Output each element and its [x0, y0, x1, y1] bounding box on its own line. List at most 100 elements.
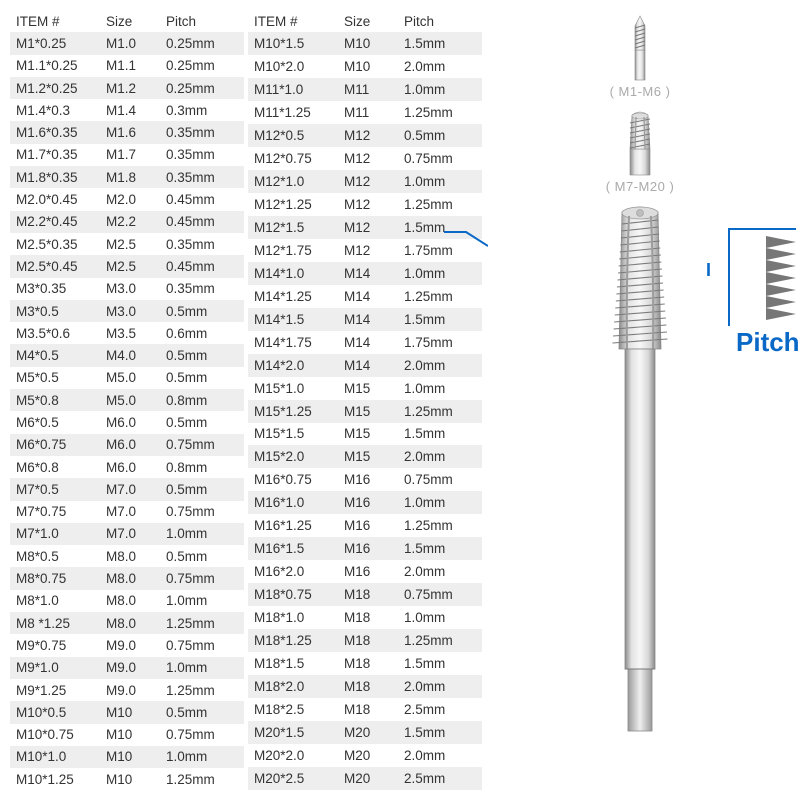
- tap-large-label: ( M7-M20 ): [606, 179, 675, 194]
- cell-size: M11: [338, 78, 398, 101]
- spec-table-left: ITEM # Size Pitch M1*0.25M1.00.25mmM1.1*…: [10, 10, 244, 790]
- cell-pitch: 1.25mm: [398, 193, 482, 216]
- cell-pitch: 1.0mm: [398, 377, 482, 400]
- cell-pitch: 0.75mm: [160, 434, 244, 456]
- table-row: M20*1.5M201.5mm: [248, 721, 482, 744]
- cell-item: M3*0.35: [10, 278, 100, 300]
- cell-size: M15: [338, 445, 398, 468]
- table-row: M1.7*0.35M1.70.35mm: [10, 144, 244, 166]
- tap-full-icon: [595, 204, 685, 744]
- cell-pitch: 0.45mm: [160, 211, 244, 233]
- cell-pitch: 0.8mm: [160, 389, 244, 411]
- cell-pitch: 0.5mm: [160, 344, 244, 366]
- cell-size: M8.0: [100, 545, 160, 567]
- table-row: M8*1.0M8.01.0mm: [10, 590, 244, 612]
- cell-size: M4.0: [100, 344, 160, 366]
- table-row: M3*0.35M3.00.35mm: [10, 278, 244, 300]
- table-row: M11*1.0M111.0mm: [248, 78, 482, 101]
- cell-size: M3.0: [100, 300, 160, 322]
- cell-pitch: 0.45mm: [160, 255, 244, 277]
- cell-item: M2.5*0.45: [10, 255, 100, 277]
- cell-item: M16*1.5: [248, 537, 338, 560]
- cell-size: M14: [338, 285, 398, 308]
- cell-pitch: 1.0mm: [398, 78, 482, 101]
- cell-pitch: 0.75mm: [160, 501, 244, 523]
- cell-size: M1.7: [100, 144, 160, 166]
- table-row: M9*0.75M9.00.75mm: [10, 634, 244, 656]
- cell-item: M12*1.5: [248, 216, 338, 239]
- table-row: M15*1.25M151.25mm: [248, 400, 482, 423]
- table-row: M14*1.75M141.75mm: [248, 331, 482, 354]
- table-row: M6*0.8M6.00.8mm: [10, 456, 244, 478]
- cell-item: M10*1.5: [248, 32, 338, 55]
- spec-tables: ITEM # Size Pitch M1*0.25M1.00.25mmM1.1*…: [0, 0, 488, 800]
- tap-thumb-small: ( M1-M6 ): [488, 12, 792, 99]
- cell-item: M11*1.0: [248, 78, 338, 101]
- cell-size: M8.0: [100, 567, 160, 589]
- tap-large-icon: [608, 109, 672, 177]
- cell-size: M10: [100, 746, 160, 768]
- cell-pitch: 1.25mm: [160, 612, 244, 634]
- table-row: M1*0.25M1.00.25mm: [10, 32, 244, 54]
- cell-pitch: 0.3mm: [160, 99, 244, 121]
- table-row: M10*1.25M101.25mm: [10, 768, 244, 790]
- table-row: M18*1.0M181.0mm: [248, 606, 482, 629]
- table-row: M14*1.5M141.5mm: [248, 308, 482, 331]
- cell-item: M8*0.75: [10, 567, 100, 589]
- cell-size: M20: [338, 721, 398, 744]
- cell-size: M16: [338, 537, 398, 560]
- cell-size: M6.0: [100, 434, 160, 456]
- cell-pitch: 1.25mm: [398, 285, 482, 308]
- cell-item: M18*1.0: [248, 606, 338, 629]
- cell-item: M14*1.0: [248, 262, 338, 285]
- cell-pitch: 2.5mm: [398, 767, 482, 790]
- cell-item: M16*0.75: [248, 468, 338, 491]
- cell-pitch: 0.35mm: [160, 121, 244, 143]
- cell-pitch: 0.35mm: [160, 144, 244, 166]
- table-row: M15*1.0M151.0mm: [248, 377, 482, 400]
- cell-pitch: 1.25mm: [160, 679, 244, 701]
- cell-size: M12: [338, 147, 398, 170]
- cell-item: M1.4*0.3: [10, 99, 100, 121]
- table-row: M18*0.75M180.75mm: [248, 583, 482, 606]
- tap-thumb-large: ( M7-M20 ): [488, 109, 792, 194]
- cell-size: M10: [338, 55, 398, 78]
- cell-item: M12*0.75: [248, 147, 338, 170]
- table-row: M15*2.0M152.0mm: [248, 445, 482, 468]
- table-row: M7*0.75M7.00.75mm: [10, 501, 244, 523]
- cell-size: M9.0: [100, 657, 160, 679]
- col-header-pitch: Pitch: [160, 10, 244, 32]
- pitch-bracket-icon: I: [706, 260, 711, 281]
- table-row: M20*2.5M202.5mm: [248, 767, 482, 790]
- table-row: M12*1.25M121.25mm: [248, 193, 482, 216]
- cell-size: M5.0: [100, 367, 160, 389]
- cell-size: M15: [338, 423, 398, 446]
- cell-size: M14: [338, 331, 398, 354]
- table-row: M16*2.0M162.0mm: [248, 560, 482, 583]
- cell-item: M10*0.75: [10, 724, 100, 746]
- cell-size: M1.0: [100, 32, 160, 54]
- cell-pitch: 1.0mm: [160, 523, 244, 545]
- col-header-item: ITEM #: [248, 10, 338, 32]
- cell-item: M1.2*0.25: [10, 77, 100, 99]
- cell-size: M2.2: [100, 211, 160, 233]
- table-row: M18*1.5M181.5mm: [248, 652, 482, 675]
- cell-pitch: 1.25mm: [398, 514, 482, 537]
- cell-pitch: 2.0mm: [398, 445, 482, 468]
- cell-item: M15*2.0: [248, 445, 338, 468]
- table-row: M18*2.0M182.0mm: [248, 675, 482, 698]
- cell-pitch: 1.5mm: [398, 721, 482, 744]
- cell-item: M16*1.25: [248, 514, 338, 537]
- cell-size: M16: [338, 560, 398, 583]
- cell-size: M10: [100, 724, 160, 746]
- cell-size: M12: [338, 124, 398, 147]
- cell-item: M6*0.5: [10, 411, 100, 433]
- table-row: M14*1.25M141.25mm: [248, 285, 482, 308]
- table-row: M2.2*0.45M2.20.45mm: [10, 211, 244, 233]
- cell-size: M9.0: [100, 634, 160, 656]
- table-row: M1.1*0.25M1.10.25mm: [10, 55, 244, 77]
- cell-pitch: 0.25mm: [160, 55, 244, 77]
- table-row: M10*2.0M102.0mm: [248, 55, 482, 78]
- cell-pitch: 1.0mm: [160, 746, 244, 768]
- cell-item: M18*2.5: [248, 698, 338, 721]
